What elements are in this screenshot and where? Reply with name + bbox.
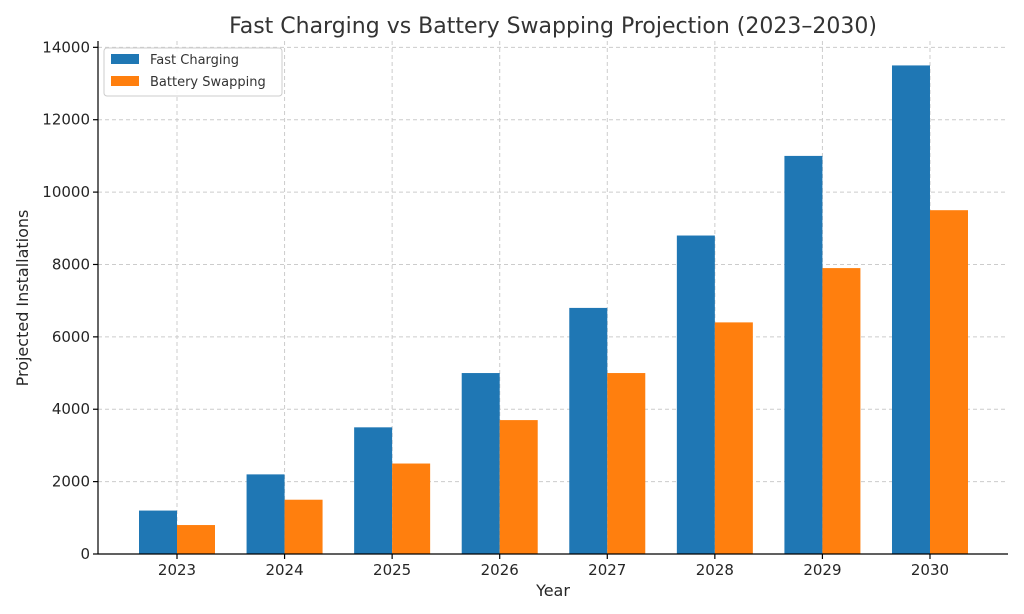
x-tick-label: 2027: [588, 561, 626, 579]
y-tick-label: 10000: [42, 183, 90, 201]
y-tick-label: 8000: [52, 255, 90, 273]
y-tick-label: 0: [80, 545, 90, 563]
x-tick-label: 2029: [803, 561, 841, 579]
x-tick-label: 2028: [696, 561, 734, 579]
legend-label-fast-charging: Fast Charging: [150, 53, 239, 68]
grid-lines: [98, 41, 1008, 554]
chart-title: Fast Charging vs Battery Swapping Projec…: [229, 14, 877, 39]
x-tick-label: 2024: [265, 561, 303, 579]
x-tick-labels: 2023 2024 2025 2026 2027 2028 2029 2030: [158, 561, 949, 579]
bar-fast-charging-2026: [461, 373, 500, 554]
y-tick-label: 6000: [52, 328, 90, 346]
bar-battery-swapping-2030: [929, 210, 968, 554]
x-tick-label: 2023: [158, 561, 196, 579]
legend-box: [103, 47, 283, 97]
x-tick-label: 2030: [911, 561, 949, 579]
y-tick-label: 12000: [42, 111, 90, 129]
bar-fast-charging-2023: [139, 510, 177, 554]
bar-battery-swapping-2027: [607, 373, 646, 554]
bar-battery-swapping-2029: [822, 268, 861, 554]
bars: [139, 65, 968, 554]
bar-fast-charging-2027: [569, 307, 608, 554]
bar-battery-swapping-2024: [284, 499, 323, 554]
bar-fast-charging-2028: [676, 235, 715, 554]
x-axis-label: Year: [535, 581, 570, 600]
legend-label-battery-swapping: Battery Swapping: [150, 75, 266, 90]
bar-fast-charging-2030: [891, 65, 930, 554]
y-tick-labels: 0 2000 4000 6000 8000 10000 12000 14000: [42, 38, 90, 563]
y-tick-label: 2000: [52, 473, 90, 491]
x-tick-label: 2026: [481, 561, 519, 579]
y-axis-label: Projected Installations: [13, 210, 32, 387]
legend-swatch-battery-swapping: [111, 76, 139, 86]
bar-battery-swapping-2025: [392, 463, 431, 554]
bar-fast-charging-2024: [246, 474, 285, 554]
bar-fast-charging-2025: [354, 427, 393, 554]
bar-battery-swapping-2028: [714, 322, 753, 554]
bar-fast-charging-2029: [784, 155, 823, 554]
legend: Fast Charging Battery Swapping: [103, 47, 283, 97]
bar-battery-swapping-2023: [177, 525, 215, 554]
y-tick-label: 14000: [42, 38, 90, 56]
axes: [93, 41, 1008, 559]
bar-battery-swapping-2026: [499, 420, 538, 554]
legend-swatch-fast-charging: [111, 54, 139, 64]
x-tick-label: 2025: [373, 561, 411, 579]
y-tick-label: 4000: [52, 400, 90, 418]
